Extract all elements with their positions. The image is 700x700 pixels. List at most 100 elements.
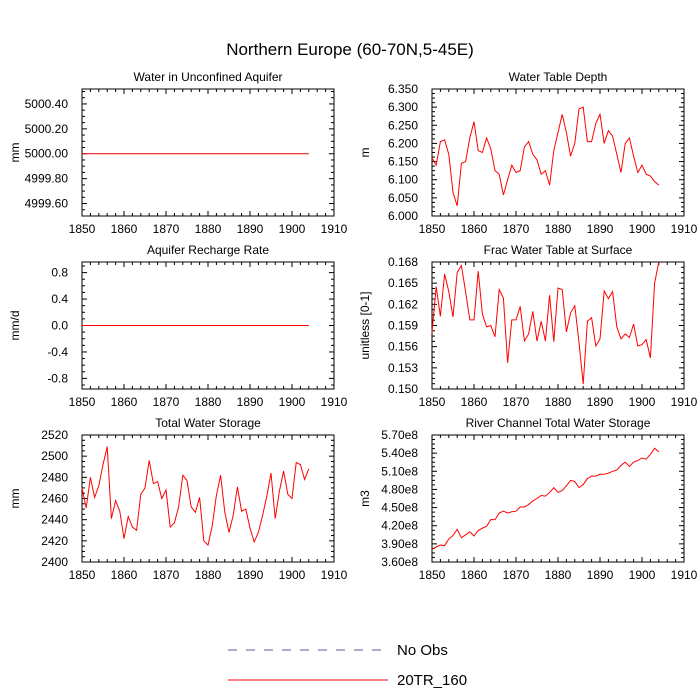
data-point [503, 194, 504, 195]
data-point [107, 325, 108, 326]
data-point [566, 132, 567, 133]
data-point [545, 170, 546, 171]
data-point [270, 473, 271, 474]
data-point [578, 342, 579, 343]
data-point [90, 477, 91, 478]
data-point [595, 476, 596, 477]
data-point [490, 519, 491, 520]
legend: No Obs 20TR_160 [228, 642, 467, 689]
data-point [304, 325, 305, 326]
data-point [591, 141, 592, 142]
data-point [633, 156, 634, 157]
data-point [266, 496, 267, 497]
series-20tr-160 [431, 106, 660, 206]
data-point [149, 153, 150, 154]
y-tick-label: 4999.80 [25, 172, 69, 186]
data-point [499, 289, 500, 290]
data-point [233, 153, 234, 154]
data-point [262, 515, 263, 516]
series-20tr-160 [431, 261, 660, 385]
chart-total-water-storage: Total Water Storage 1850 1860 1870 1880 1890 1… [8, 416, 348, 582]
data-point [612, 136, 613, 137]
data-point [566, 331, 567, 332]
x-tick-label: 1870 [153, 395, 180, 409]
data-point [111, 325, 112, 326]
data-point [296, 462, 297, 463]
data-point [216, 495, 217, 496]
data-point [549, 492, 550, 493]
data-point [203, 153, 204, 154]
data-point [515, 172, 516, 173]
data-point [473, 535, 474, 536]
data-point [170, 153, 171, 154]
data-point [245, 153, 246, 154]
data-point [241, 511, 242, 512]
data-point [658, 185, 659, 186]
x-tick-label: 1890 [587, 222, 614, 236]
data-point [452, 535, 453, 536]
series-line [431, 106, 660, 206]
data-point [486, 326, 487, 327]
data-point [291, 325, 292, 326]
x-tick-label: 1900 [629, 395, 656, 409]
data-point [199, 497, 200, 498]
data-point [165, 325, 166, 326]
data-point [254, 325, 255, 326]
data-point [153, 483, 154, 484]
data-point [625, 143, 626, 144]
data-point [583, 383, 584, 384]
y-tick-label: 4999.60 [25, 197, 69, 211]
data-point [629, 337, 630, 338]
data-point [304, 479, 305, 480]
data-point [637, 345, 638, 346]
data-point [191, 506, 192, 507]
data-point [629, 466, 630, 467]
y-tick-label: 4.50e8 [381, 501, 418, 515]
data-point [111, 153, 112, 154]
data-point [203, 325, 204, 326]
data-point [528, 141, 529, 142]
data-point [646, 339, 647, 340]
data-point [515, 319, 516, 320]
data-point [94, 497, 95, 498]
data-point [119, 153, 120, 154]
data-point [637, 460, 638, 461]
data-point [616, 154, 617, 155]
series-line [81, 446, 310, 547]
data-point [186, 480, 187, 481]
data-point [574, 481, 575, 482]
y-tick-label: 6.250 [388, 118, 418, 132]
data-point [515, 511, 516, 512]
data-point [279, 325, 280, 326]
data-point [174, 325, 175, 326]
x-tick-label: 1890 [587, 395, 614, 409]
data-point [203, 540, 204, 541]
data-point [612, 291, 613, 292]
data-point [646, 174, 647, 175]
data-point [115, 325, 116, 326]
data-point [524, 340, 525, 341]
data-point [220, 153, 221, 154]
data-point [587, 478, 588, 479]
data-point [123, 153, 124, 154]
chart-water-in-unconfined-aquifer: Water in Unconfined Aquifer 1850 1860 1870 1… [8, 70, 348, 236]
data-point [157, 153, 158, 154]
chart-title: River Channel Total Water Storage [466, 416, 651, 430]
data-point [587, 141, 588, 142]
series-20tr-160 [431, 447, 660, 550]
data-point [144, 487, 145, 488]
data-point [287, 494, 288, 495]
y-tick-label: 6.000 [388, 209, 418, 223]
data-point [262, 153, 263, 154]
data-point [448, 538, 449, 539]
data-point [266, 153, 267, 154]
data-point [440, 544, 441, 545]
data-point [452, 316, 453, 317]
data-point [608, 130, 609, 131]
data-point [574, 143, 575, 144]
data-point [557, 492, 558, 493]
data-point [545, 340, 546, 341]
data-point [620, 465, 621, 466]
data-point [228, 325, 229, 326]
